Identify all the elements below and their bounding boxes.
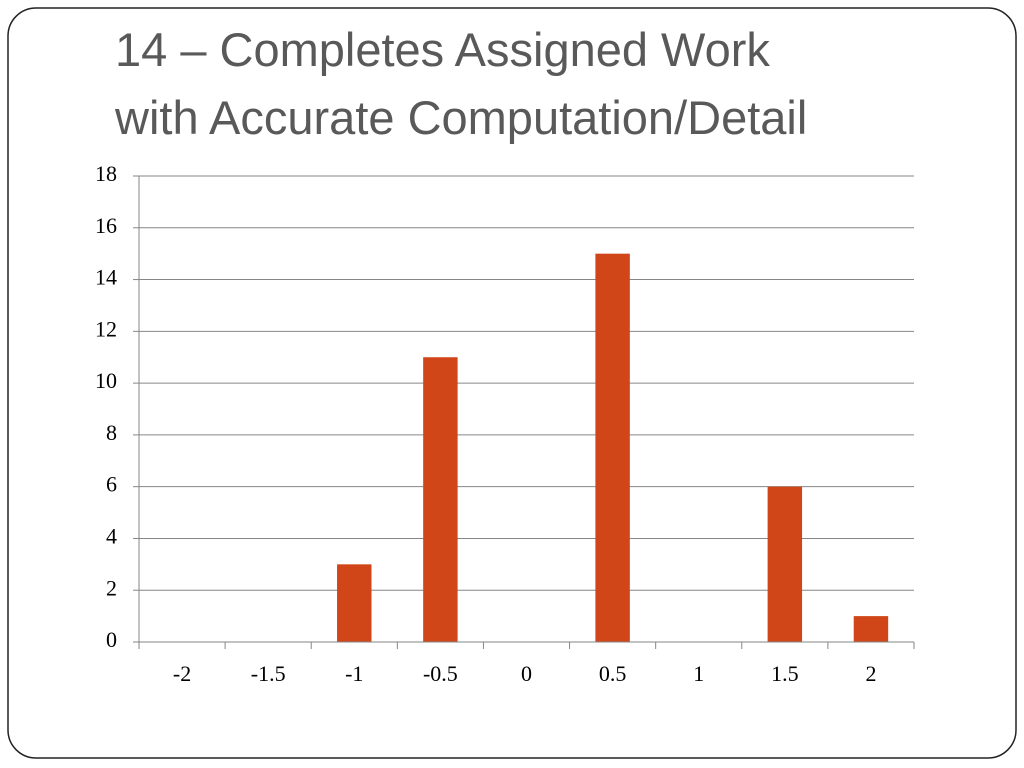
bar [853, 616, 889, 642]
x-tick-label: -2 [173, 661, 191, 686]
y-tick-label: 10 [95, 368, 117, 393]
y-tick-label: 16 [95, 213, 117, 238]
x-tick-label: -1 [345, 661, 363, 686]
x-tick-label: 0.5 [599, 661, 627, 686]
y-tick-label: 0 [106, 627, 117, 652]
x-tick-label: -0.5 [423, 661, 458, 686]
bar [337, 564, 372, 642]
x-tick-label: -1.5 [251, 661, 286, 686]
y-tick-label: 8 [106, 420, 117, 445]
y-tick-label: 18 [95, 161, 117, 186]
x-tick-label: 1.5 [771, 661, 799, 686]
x-tick-label: 2 [865, 661, 876, 686]
bar [595, 253, 630, 642]
x-tick-label: 1 [693, 661, 704, 686]
x-tick-label: 0 [521, 661, 532, 686]
y-tick-label: 6 [106, 472, 117, 497]
chart-title: with Accurate Computation/Detail [114, 91, 807, 144]
y-tick-label: 12 [95, 316, 117, 341]
bar [423, 357, 458, 642]
y-tick-label: 4 [106, 523, 117, 548]
chart-title: 14 – Completes Assigned Work [115, 23, 770, 76]
bar [767, 486, 803, 642]
y-tick-label: 14 [95, 265, 117, 290]
y-tick-label: 2 [106, 575, 117, 600]
